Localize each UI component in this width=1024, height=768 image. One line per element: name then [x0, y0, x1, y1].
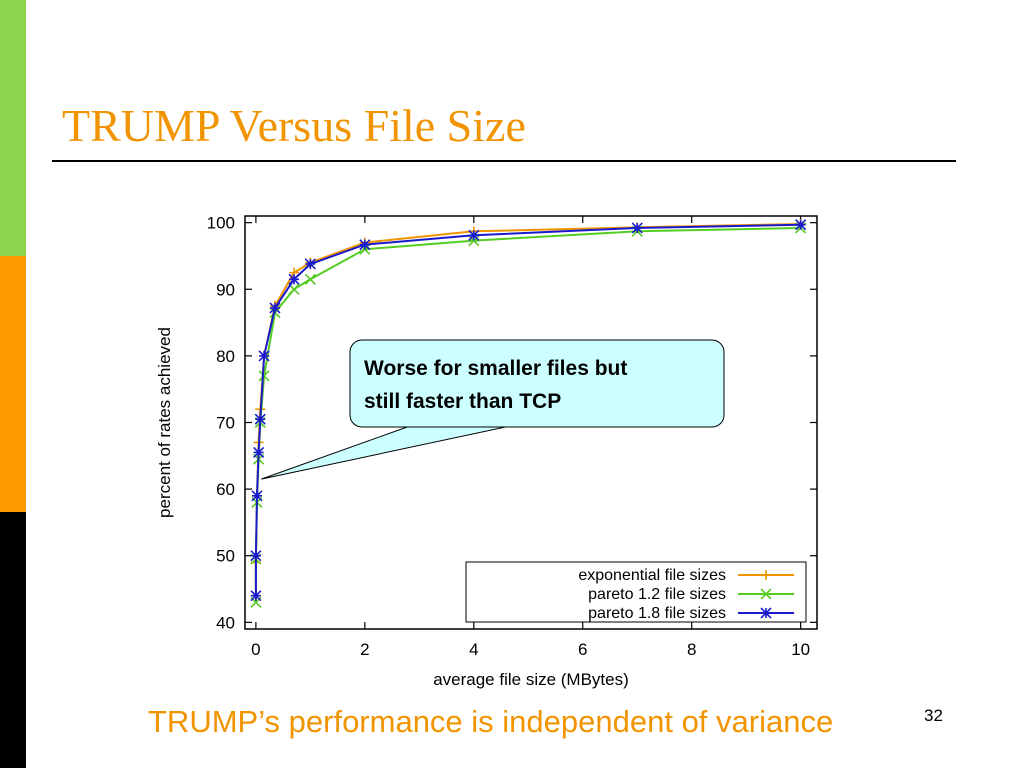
callout-pointer	[261, 425, 511, 480]
x-axis-label: average file size (MBytes)	[433, 670, 629, 689]
chart-legend: exponential file sizes pareto 1.2 file si…	[465, 561, 807, 623]
chart: 40 50 60 70 80 90 100 0 2 4 6 8 10 average file size …	[155, 214, 818, 689]
sidebar-orange-segment	[0, 256, 26, 512]
callout-line-2: still faster than TCP	[364, 390, 562, 413]
y-axis-label: percent of rates achieved	[155, 327, 174, 518]
series-3	[250, 219, 807, 602]
x-tick-label: 10	[791, 640, 810, 659]
series-3-point	[250, 550, 262, 562]
series-3-point	[253, 446, 265, 459]
x-tick-label: 2	[360, 640, 369, 659]
series-3-point	[304, 258, 316, 270]
callout-joint	[402, 420, 514, 426]
series-3-point	[468, 229, 480, 241]
y-tick-label: 70	[216, 414, 235, 433]
series-3-point	[795, 219, 807, 231]
slide-title: TRUMP Versus File Size	[62, 100, 526, 151]
series-2-point	[468, 235, 480, 247]
x-tick-label: 6	[578, 640, 587, 659]
slide-caption: TRUMP’s performance is independent of va…	[148, 704, 834, 739]
title-underline	[52, 160, 956, 162]
legend-label: pareto 1.2 file sizes	[588, 586, 726, 603]
chart-series	[250, 218, 807, 608]
y-tick-label: 100	[207, 214, 235, 233]
chart-axes: 40 50 60 70 80 90 100 0 2 4 6 8 10 average file size …	[155, 214, 818, 689]
y-tick-label: 40	[216, 613, 235, 632]
page-number: 32	[924, 706, 943, 725]
legend-marker	[760, 607, 772, 619]
callout	[261, 339, 725, 480]
series-2-point	[258, 370, 270, 382]
series-3-point	[251, 490, 263, 502]
sidebar-green-segment	[0, 0, 26, 256]
y-tick-label: 50	[216, 547, 235, 566]
series-3-point	[288, 273, 300, 285]
series-3-point	[254, 413, 266, 425]
callout-line-1: Worse for smaller files but	[364, 357, 628, 380]
x-tick-label: 8	[687, 640, 696, 659]
series-3-point	[250, 590, 262, 602]
legend-label: exponential file sizes	[578, 567, 726, 584]
sidebar-accent-bar	[0, 0, 26, 768]
y-tick-label: 90	[216, 280, 235, 299]
x-tick-label: 0	[251, 640, 260, 659]
legend-label: pareto 1.8 file sizes	[588, 605, 726, 622]
x-tick-label: 4	[469, 640, 478, 659]
y-tick-label: 80	[216, 347, 235, 366]
series-2-point	[304, 273, 316, 285]
callout-text: Worse for smaller files but still faster…	[364, 352, 714, 418]
series-3-point	[258, 350, 270, 362]
sidebar-black-segment	[0, 512, 26, 768]
legend-marker	[761, 570, 771, 580]
y-tick-label: 60	[216, 480, 235, 499]
series-3-point	[359, 239, 371, 251]
legend-marker	[760, 588, 772, 600]
callout-box	[349, 339, 725, 428]
series-3-point	[631, 222, 643, 234]
series-3-point	[269, 302, 281, 314]
